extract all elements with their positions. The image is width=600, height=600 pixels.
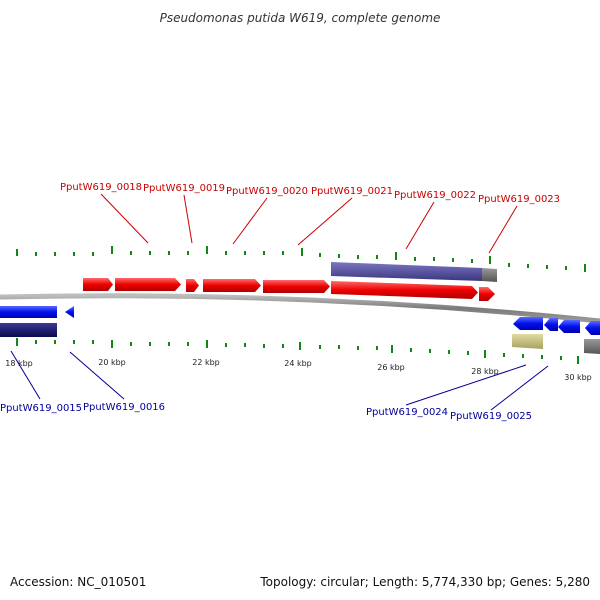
feature-block[interactable] <box>584 339 600 354</box>
gene-label-PputW619_0020[interactable]: PputW619_0020 <box>226 186 308 197</box>
map-title: Pseudomonas putida W619, complete genome <box>160 11 441 25</box>
tick-label-24kbp: 24 kbp <box>284 359 312 368</box>
genome-summary-text: Topology: circular; Length: 5,774,330 bp… <box>260 575 590 589</box>
feature-block[interactable] <box>331 262 482 281</box>
gene-arrow[interactable] <box>585 321 600 335</box>
reverse-gene-track <box>0 306 600 335</box>
feature-block[interactable] <box>0 323 57 337</box>
gene-arrow[interactable] <box>263 280 330 293</box>
accession-text: Accession: NC_010501 <box>10 575 147 589</box>
genome-backbone <box>0 293 600 324</box>
gene-label-PputW619_0022[interactable]: PputW619_0022 <box>394 190 476 201</box>
gene-arrow[interactable] <box>115 278 181 291</box>
gene-arrow[interactable] <box>331 281 478 299</box>
tick-label-28kbp: 28 kbp <box>471 367 499 376</box>
gene-arrow[interactable] <box>558 320 580 333</box>
gene-label-PputW619_0021[interactable]: PputW619_0021 <box>311 186 393 197</box>
feature-block[interactable] <box>512 334 543 349</box>
gene-arrow[interactable] <box>513 317 543 330</box>
forward-leader-lines <box>100 193 518 254</box>
gene-arrow[interactable] <box>65 306 74 318</box>
gene-label-PputW619_0018[interactable]: PputW619_0018 <box>60 182 142 193</box>
gene-arrow[interactable] <box>203 279 261 292</box>
gene-label-PputW619_0024[interactable]: PputW619_0024 <box>366 407 448 418</box>
gene-arrow[interactable] <box>83 278 113 291</box>
gene-arrow[interactable] <box>0 306 57 318</box>
forward-gene-track <box>83 278 495 301</box>
gene-label-PputW619_0015[interactable]: PputW619_0015 <box>0 403 82 414</box>
reverse-leader-lines <box>10 350 549 411</box>
tick-label-30kbp: 30 kbp <box>564 373 592 382</box>
gene-label-PputW619_0023[interactable]: PputW619_0023 <box>478 194 560 205</box>
reverse-tick-row <box>16 338 579 364</box>
gene-arrow[interactable] <box>479 287 495 301</box>
gene-label-PputW619_0016[interactable]: PputW619_0016 <box>83 402 165 413</box>
tick-label-22kbp: 22 kbp <box>192 358 220 367</box>
gene-label-PputW619_0025[interactable]: PputW619_0025 <box>450 411 532 422</box>
gene-arrow[interactable] <box>186 279 199 292</box>
gene-arrow[interactable] <box>544 318 558 331</box>
gene-label-PputW619_0019[interactable]: PputW619_0019 <box>143 183 225 194</box>
feature-block[interactable] <box>482 268 497 282</box>
forward-feature-track <box>331 262 497 282</box>
forward-tick-row <box>16 246 586 272</box>
reverse-feature-track <box>0 323 600 354</box>
tick-label-26kbp: 26 kbp <box>377 363 405 372</box>
tick-label-20kbp: 20 kbp <box>98 358 126 367</box>
